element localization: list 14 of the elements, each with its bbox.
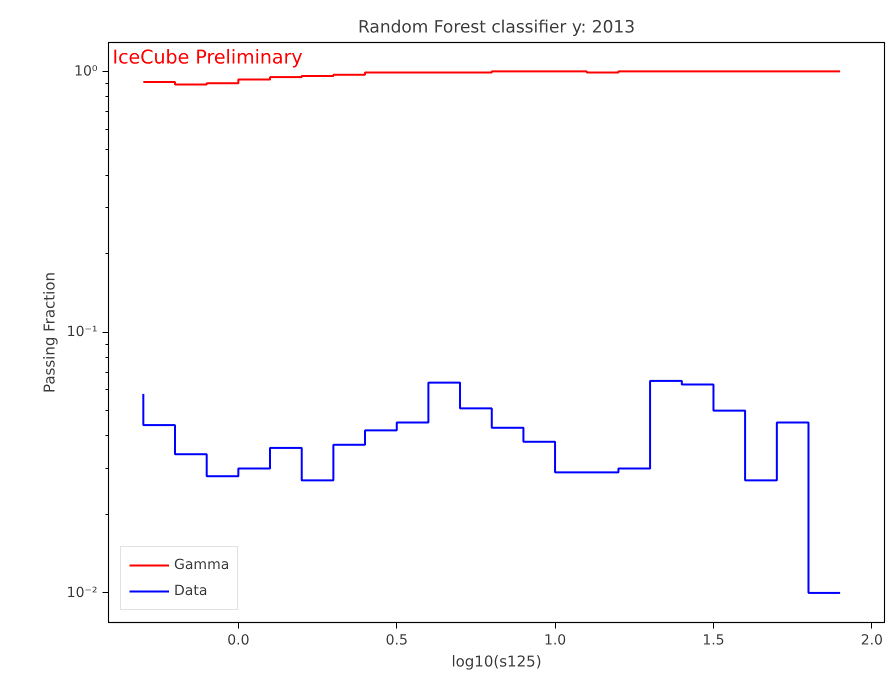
y-tick-label: 10⁰ xyxy=(74,63,98,80)
legend-label: Gamma xyxy=(174,557,230,573)
x-tick-label: 1.0 xyxy=(544,632,566,648)
x-axis-title: log10(s125) xyxy=(451,652,542,670)
legend-label: Data xyxy=(174,583,208,599)
annotation: IceCube Preliminary xyxy=(112,46,303,68)
x-tick-label: 0.5 xyxy=(386,632,408,648)
x-tick-label: 1.5 xyxy=(702,632,725,648)
y-tick-label: 10⁻² xyxy=(66,584,98,601)
x-tick-label: 0.0 xyxy=(227,632,250,648)
y-axis-title: Passing Fraction xyxy=(40,272,59,394)
x-tick-label: 2.0 xyxy=(860,632,883,648)
chart-title: Random Forest classifier y: 2013 xyxy=(358,18,636,38)
y-tick-label: 10⁻¹ xyxy=(66,324,98,340)
